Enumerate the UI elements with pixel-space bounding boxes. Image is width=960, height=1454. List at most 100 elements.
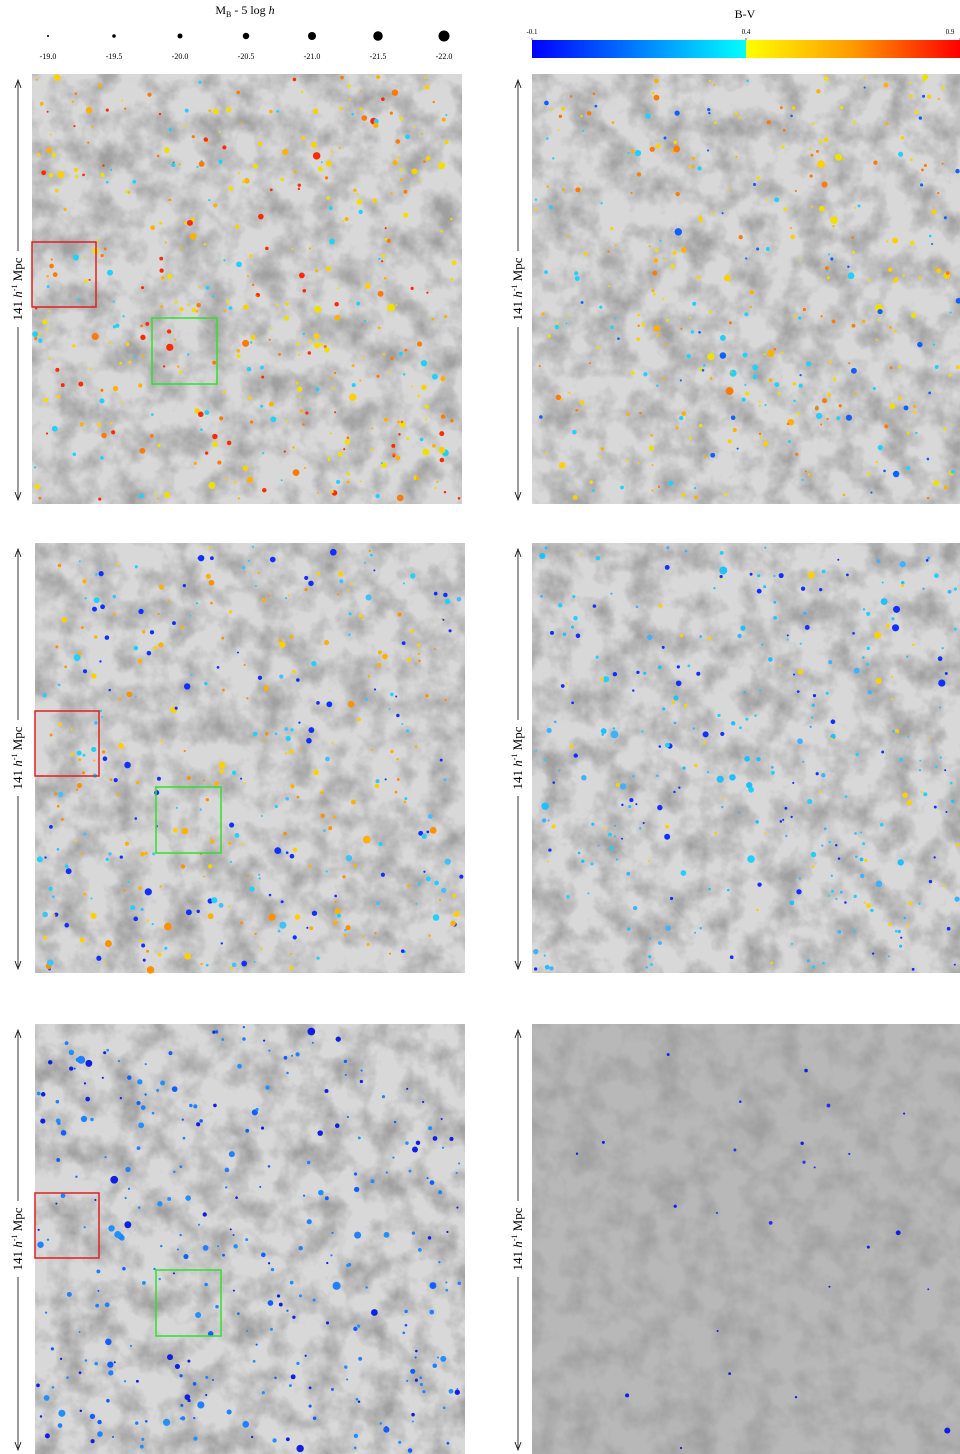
- galaxy: [368, 549, 371, 553]
- galaxy: [827, 894, 830, 897]
- galaxy: [75, 1175, 78, 1178]
- galaxy: [308, 864, 312, 868]
- galaxy: [72, 254, 79, 261]
- galaxy: [335, 1036, 341, 1042]
- galaxy: [752, 182, 757, 187]
- galaxy: [340, 75, 344, 80]
- galaxy: [373, 688, 377, 691]
- galaxy: [889, 366, 893, 370]
- galaxy: [877, 318, 880, 322]
- galaxy: [715, 1211, 718, 1214]
- galaxy: [445, 1288, 449, 1292]
- galaxy: [314, 305, 322, 313]
- galaxy: [632, 775, 635, 778]
- galaxy: [645, 113, 651, 119]
- galaxy: [34, 483, 41, 490]
- galaxy: [365, 697, 368, 701]
- galaxy: [137, 1206, 141, 1209]
- galaxy: [246, 476, 254, 483]
- galaxy: [109, 778, 113, 781]
- galaxy: [257, 675, 263, 680]
- galaxy: [720, 731, 725, 736]
- galaxy: [359, 480, 362, 483]
- galaxy: [285, 596, 288, 600]
- galaxy: [199, 808, 202, 811]
- galaxy: [375, 493, 380, 499]
- galaxy: [871, 952, 875, 955]
- galaxy: [885, 240, 889, 243]
- galaxy: [316, 956, 320, 960]
- galaxy: [292, 935, 297, 940]
- galaxy: [207, 1331, 214, 1337]
- galaxy: [37, 331, 41, 336]
- galaxy: [38, 496, 42, 500]
- galaxy: [304, 575, 309, 581]
- galaxy: [786, 634, 789, 637]
- galaxy: [180, 1416, 186, 1421]
- galaxy: [221, 688, 225, 692]
- galaxy: [270, 416, 277, 423]
- galaxy: [596, 346, 600, 349]
- galaxy: [69, 1066, 74, 1071]
- galaxy: [738, 811, 741, 814]
- galaxy: [826, 1103, 831, 1108]
- galaxy: [326, 196, 330, 200]
- galaxy: [853, 120, 856, 124]
- galaxy: [443, 592, 448, 598]
- galaxy: [664, 259, 667, 262]
- galaxy: [146, 949, 149, 953]
- galaxy: [580, 114, 583, 118]
- galaxy: [674, 228, 683, 236]
- galaxy: [353, 1433, 359, 1439]
- galaxy: [280, 479, 283, 482]
- galaxy: [382, 653, 388, 660]
- galaxy: [146, 650, 152, 656]
- galaxy: [63, 207, 67, 211]
- galaxy: [730, 371, 733, 374]
- galaxy: [290, 952, 293, 955]
- galaxy: [808, 148, 812, 151]
- galaxy: [859, 857, 864, 862]
- galaxy: [456, 597, 462, 602]
- galaxy: [388, 707, 391, 711]
- galaxy: [603, 826, 606, 829]
- galaxy: [300, 90, 304, 94]
- galaxy: [378, 650, 382, 655]
- filaments: [35, 1024, 465, 1454]
- galaxy: [888, 922, 892, 927]
- galaxy: [137, 1079, 143, 1085]
- galaxy: [91, 673, 97, 679]
- galaxy: [427, 813, 433, 819]
- galaxy: [894, 929, 898, 933]
- galaxy: [411, 1231, 416, 1235]
- galaxy: [58, 722, 62, 727]
- galaxy: [955, 297, 960, 304]
- galaxy: [123, 1380, 127, 1383]
- galaxy: [745, 257, 748, 260]
- galaxy: [636, 670, 640, 675]
- scale-label: 141 h-1 Mpc: [510, 257, 525, 320]
- arrow-head: [14, 491, 22, 502]
- galaxy: [440, 376, 446, 382]
- galaxy: [353, 1326, 358, 1332]
- galaxy: [304, 1354, 307, 1357]
- galaxy: [342, 875, 346, 879]
- galaxy: [336, 479, 341, 484]
- galaxy: [249, 254, 253, 258]
- galaxy: [810, 153, 814, 157]
- galaxy: [406, 1087, 409, 1090]
- galaxy: [326, 1261, 329, 1265]
- galaxy: [947, 589, 952, 594]
- galaxy: [381, 260, 384, 263]
- galaxy: [211, 1378, 215, 1381]
- galaxy: [383, 417, 388, 422]
- galaxy: [152, 852, 156, 856]
- galaxy: [306, 737, 312, 744]
- galaxy: [675, 426, 679, 430]
- galaxy: [679, 633, 684, 638]
- galaxy: [72, 344, 76, 348]
- galaxy: [630, 149, 635, 154]
- galaxy: [212, 360, 217, 365]
- galaxy: [324, 1196, 329, 1201]
- galaxy: [953, 963, 956, 966]
